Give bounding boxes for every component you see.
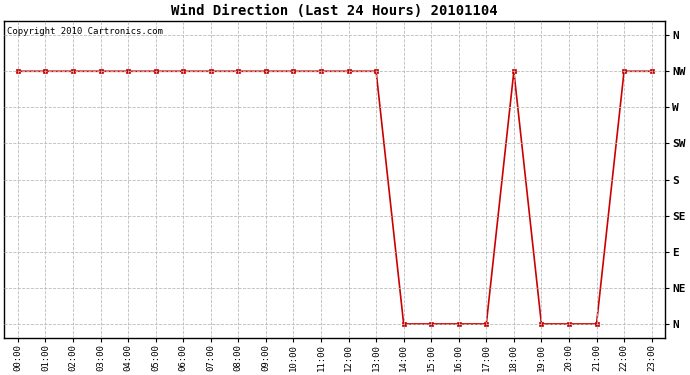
Text: Copyright 2010 Cartronics.com: Copyright 2010 Cartronics.com bbox=[8, 27, 164, 36]
Title: Wind Direction (Last 24 Hours) 20101104: Wind Direction (Last 24 Hours) 20101104 bbox=[172, 4, 498, 18]
